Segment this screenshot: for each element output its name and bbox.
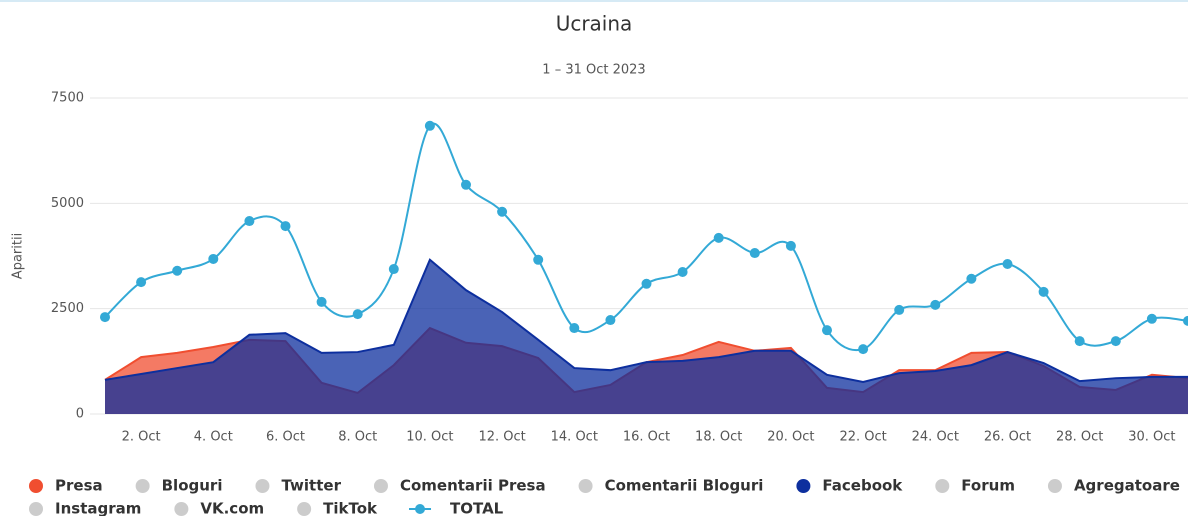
- marker: [677, 267, 688, 278]
- marker: [605, 315, 616, 326]
- x-tick-label: 14. Oct: [551, 430, 598, 445]
- legend-label[interactable]: Comentarii Presa: [400, 477, 546, 495]
- marker: [1002, 259, 1013, 270]
- x-tick-label: 4. Oct: [194, 430, 233, 445]
- legend-symbol: [174, 502, 189, 516]
- x-tick-label: 26. Oct: [984, 430, 1031, 445]
- marker: [930, 299, 941, 310]
- legend-label[interactable]: Forum: [961, 477, 1015, 495]
- legend-label[interactable]: Bloguri: [162, 477, 223, 495]
- x-tick-label: 16. Oct: [623, 430, 670, 445]
- marker: [569, 323, 580, 334]
- marker: [136, 277, 147, 288]
- marker: [749, 248, 760, 259]
- legend-label[interactable]: Facebook: [822, 477, 903, 495]
- legend-symbol: [373, 479, 388, 493]
- marker: [244, 216, 255, 227]
- legend-label[interactable]: TikTok: [323, 500, 378, 516]
- legend-symbol: [135, 479, 150, 493]
- marker: [316, 296, 327, 307]
- x-tick-label: 20. Oct: [767, 430, 814, 445]
- x-tick-label: 18. Oct: [695, 430, 742, 445]
- chart-title: Ucraina: [556, 12, 633, 36]
- x-tick-label: 28. Oct: [1056, 430, 1103, 445]
- marker: [713, 232, 724, 243]
- y-axis-label: Aparitii: [11, 233, 26, 279]
- marker: [100, 312, 110, 323]
- x-tick-label: 30. Oct: [1128, 430, 1175, 445]
- marker: [641, 278, 652, 289]
- legend-label[interactable]: Presa: [55, 477, 103, 495]
- x-tick-label: 22. Oct: [839, 430, 886, 445]
- marker: [497, 206, 508, 217]
- marker: [280, 221, 291, 232]
- legend-label[interactable]: Comentarii Bloguri: [605, 477, 764, 495]
- marker: [388, 264, 399, 275]
- x-tick-label: 10. Oct: [406, 430, 453, 445]
- x-tick-label: 8. Oct: [338, 430, 377, 445]
- marker: [1110, 336, 1121, 347]
- legend-symbol: [29, 479, 43, 493]
- marker: [533, 254, 544, 265]
- legend-symbol: [415, 504, 426, 514]
- marker: [461, 179, 471, 190]
- marker: [858, 344, 869, 355]
- x-tick-label: 24. Oct: [912, 430, 959, 445]
- marker: [785, 240, 796, 251]
- area-line: [104, 258, 1188, 384]
- legend-label[interactable]: TOTAL: [450, 500, 504, 516]
- marker: [172, 265, 183, 276]
- y-tick-label: 5000: [51, 196, 84, 211]
- y-tick-label: 2500: [51, 301, 84, 316]
- marker: [894, 304, 905, 315]
- legend-symbol: [935, 479, 950, 493]
- marker: [352, 309, 363, 320]
- marker: [1183, 315, 1188, 326]
- legend-label[interactable]: Agregatoare: [1074, 477, 1180, 495]
- legend-symbol: [255, 479, 270, 493]
- legend-label[interactable]: VK.com: [200, 500, 264, 516]
- marker: [1038, 286, 1049, 297]
- legend-symbol: [297, 502, 312, 516]
- marker: [208, 253, 219, 264]
- x-tick-label: 2. Oct: [122, 430, 161, 445]
- x-tick-label: 12. Oct: [478, 430, 525, 445]
- y-tick-label: 0: [76, 407, 84, 422]
- marker: [822, 325, 832, 336]
- area: [105, 259, 1188, 414]
- legend-symbol: [1047, 479, 1062, 493]
- marker: [1146, 313, 1157, 324]
- y-tick-label: 7500: [51, 91, 84, 106]
- line: [104, 122, 1188, 351]
- x-tick-label: 6. Oct: [266, 430, 305, 445]
- legend-symbol: [796, 479, 811, 493]
- marker: [424, 120, 435, 131]
- legend-label[interactable]: Instagram: [55, 500, 141, 516]
- marker: [966, 273, 977, 284]
- chart-subtitle: 1 – 31 Oct 2023: [542, 63, 645, 78]
- legend-label[interactable]: Twitter: [281, 477, 341, 495]
- marker: [1074, 336, 1085, 347]
- legend-symbol: [29, 502, 43, 516]
- legend-symbol: [578, 479, 593, 493]
